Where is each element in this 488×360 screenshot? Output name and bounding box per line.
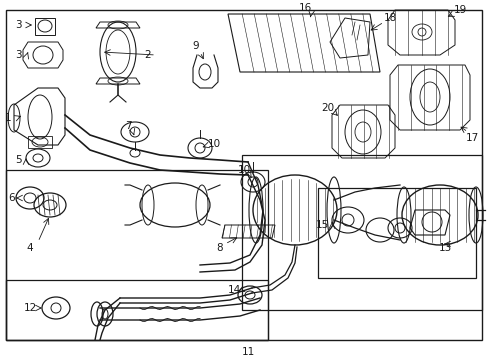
Text: 4: 4 xyxy=(27,243,33,253)
Text: 3: 3 xyxy=(15,20,21,30)
Text: 15: 15 xyxy=(315,220,328,230)
Text: 8: 8 xyxy=(216,243,223,253)
Text: 10: 10 xyxy=(237,165,250,175)
Text: 1: 1 xyxy=(5,113,11,123)
Bar xyxy=(6,170,267,340)
Text: 9: 9 xyxy=(192,41,199,51)
Text: 12: 12 xyxy=(23,303,37,313)
Text: 5: 5 xyxy=(15,155,21,165)
Text: 6: 6 xyxy=(9,193,15,203)
Bar xyxy=(6,280,267,340)
Text: 13: 13 xyxy=(437,243,451,253)
Text: 3: 3 xyxy=(15,50,21,60)
Text: 14: 14 xyxy=(227,285,240,295)
Text: 2: 2 xyxy=(144,50,151,60)
Text: 19: 19 xyxy=(452,5,466,15)
Text: 20: 20 xyxy=(321,103,334,113)
Text: 7: 7 xyxy=(124,121,131,131)
Text: 17: 17 xyxy=(465,133,478,143)
Text: 10: 10 xyxy=(207,139,220,149)
Bar xyxy=(242,155,481,310)
Text: 11: 11 xyxy=(241,347,254,357)
Text: 18: 18 xyxy=(383,13,396,23)
Text: 16: 16 xyxy=(298,3,311,13)
Bar xyxy=(317,188,475,278)
